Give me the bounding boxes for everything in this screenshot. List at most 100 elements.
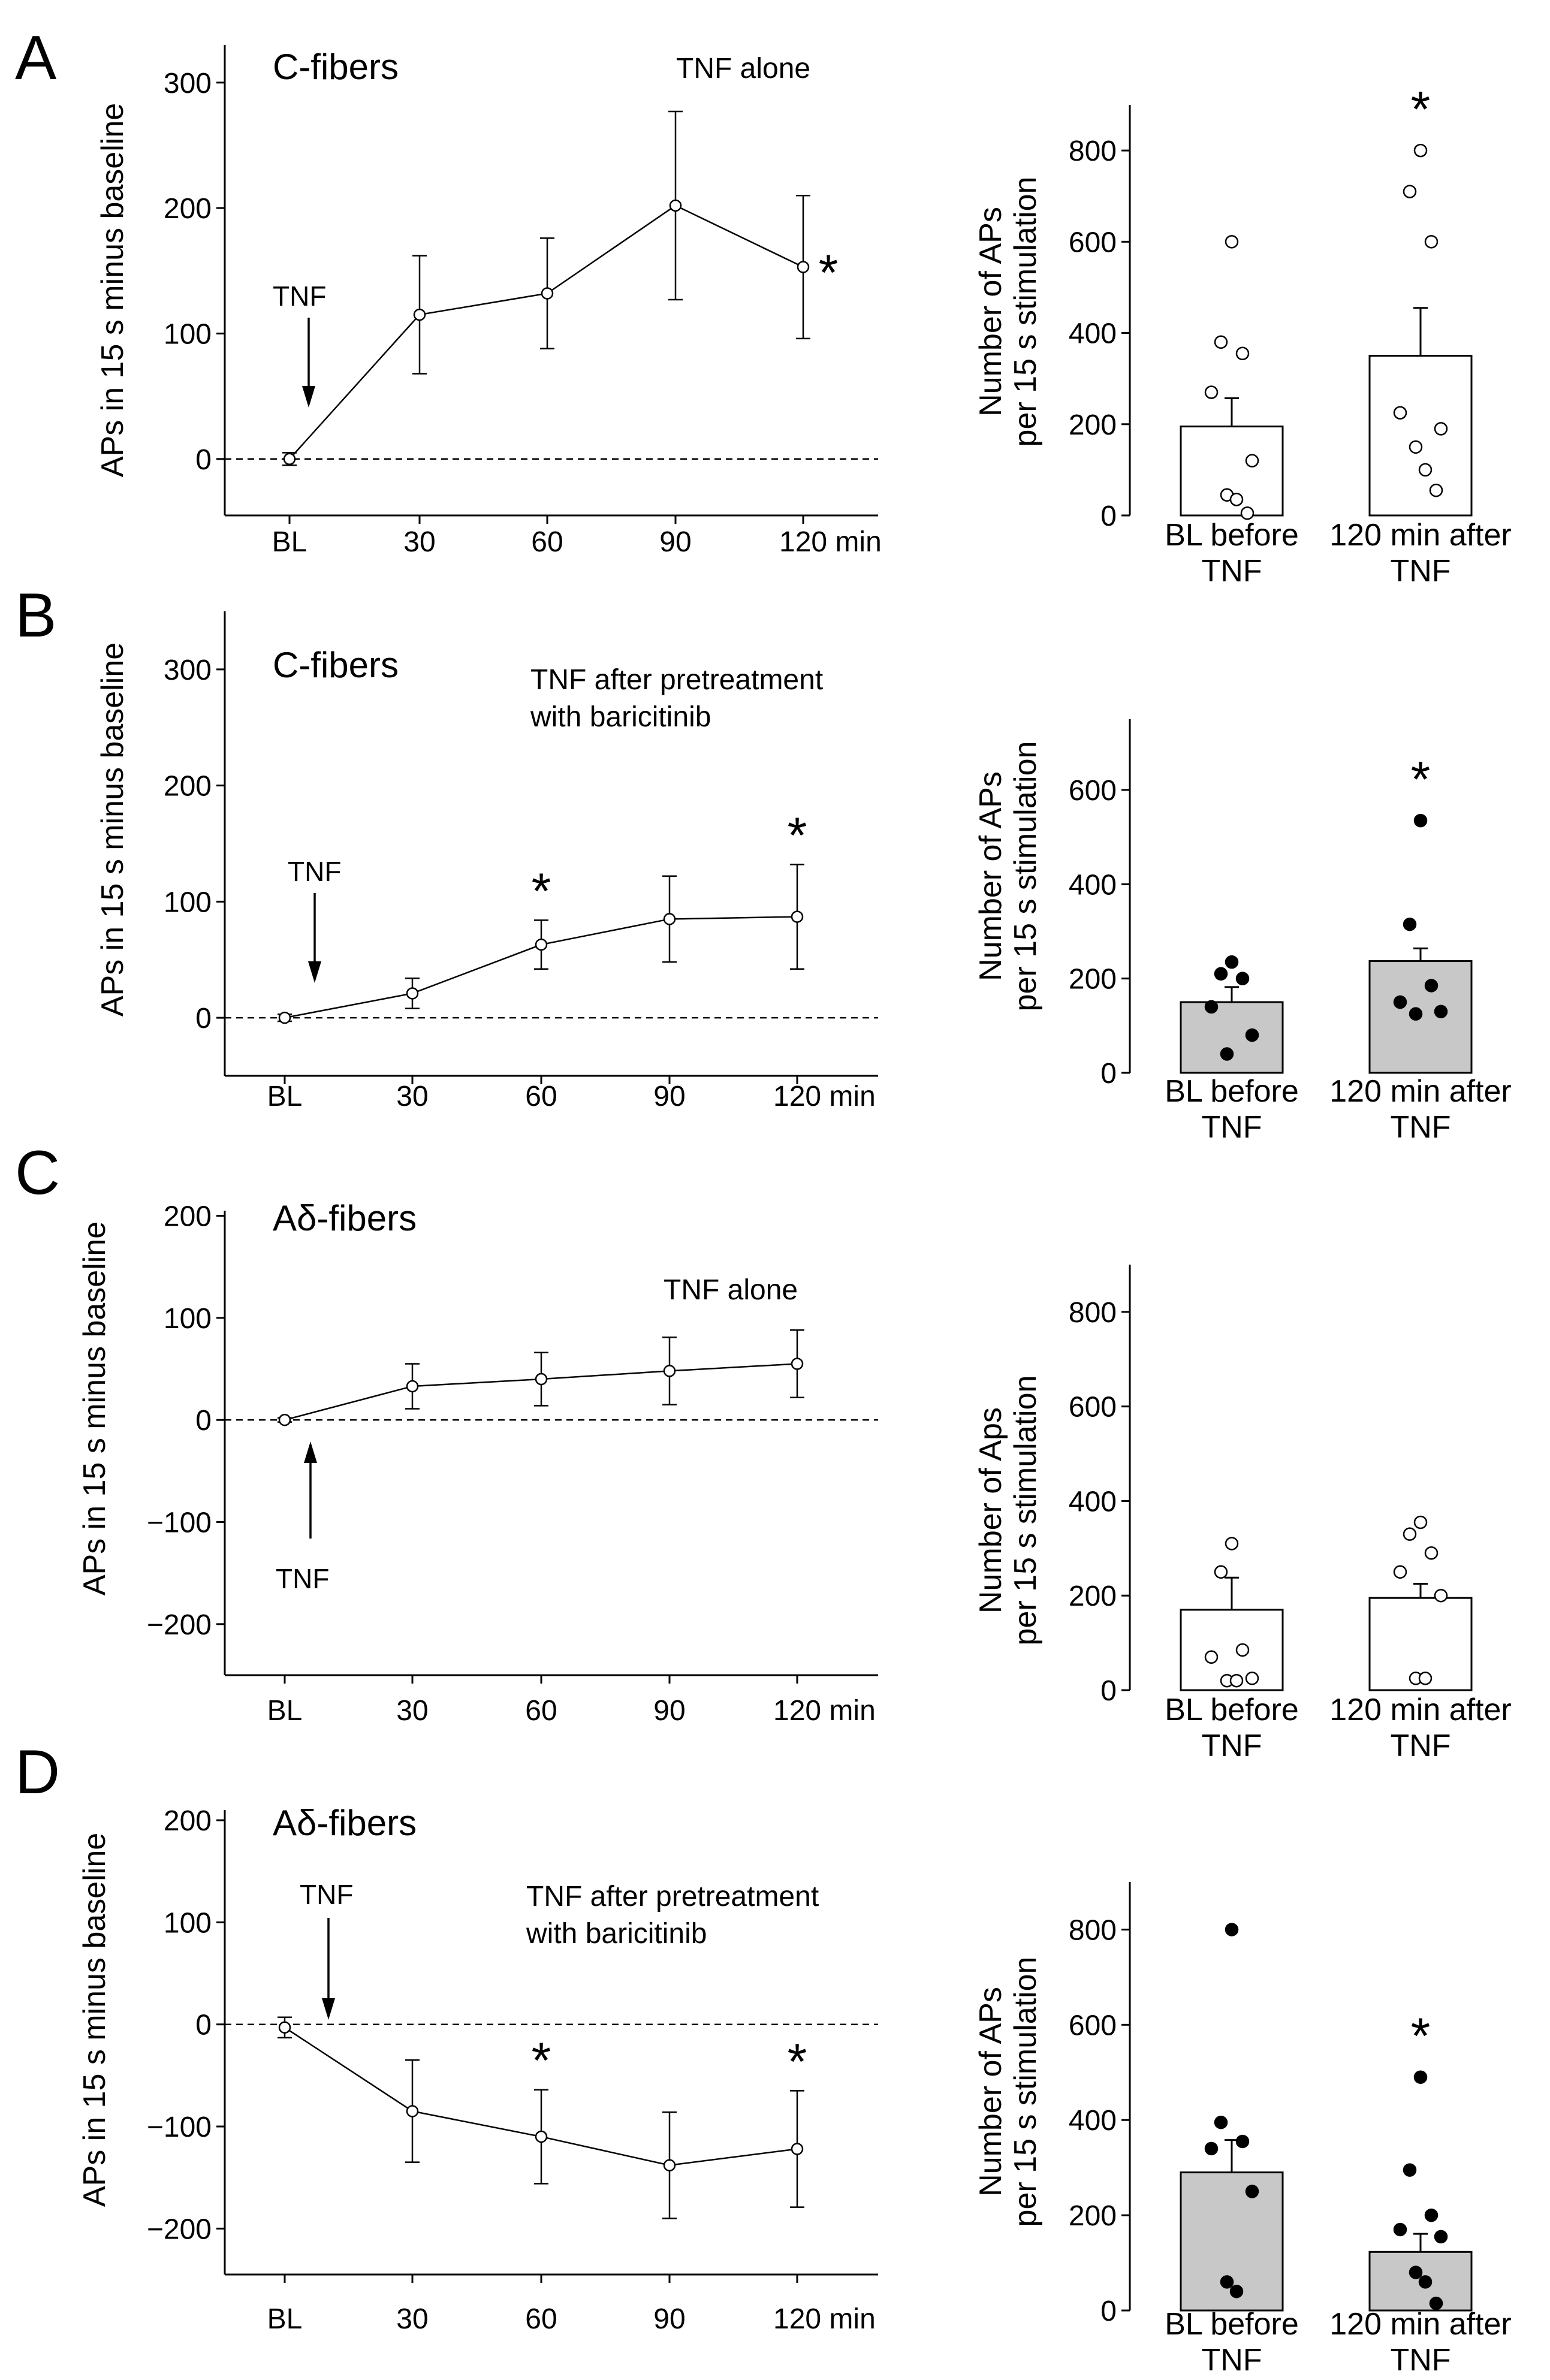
data-dot — [1429, 483, 1443, 497]
y-tick-label: 0 — [1100, 500, 1117, 532]
significance-star: * — [532, 862, 551, 919]
data-dot — [1214, 335, 1228, 349]
data-dot — [1393, 406, 1407, 420]
data-dot — [1229, 493, 1244, 506]
y-tick-label: 100 — [164, 886, 212, 918]
y-axis-label-line-1: Number of Aps — [973, 1407, 1008, 1613]
y-tick-label: 600 — [1069, 1392, 1117, 1423]
x-tick-label: 30 — [396, 2303, 428, 2335]
data-dot — [1409, 440, 1423, 454]
data-point — [406, 2105, 419, 2117]
y-axis-label: APs in 15 s minus baseline — [95, 103, 130, 477]
condition-label-line-1: TNF alone — [676, 53, 810, 85]
chart-title: Aδ-fibers — [273, 1803, 417, 1843]
x-category-label: BL before — [1165, 2307, 1299, 2342]
y-axis-label-line-2: per 15 s stimulation — [1008, 1957, 1043, 2227]
data-dot — [1424, 235, 1439, 249]
x-category-label: TNF — [1390, 554, 1451, 589]
bar — [1368, 355, 1473, 517]
data-dot — [1393, 1565, 1407, 1579]
data-dot — [1220, 1047, 1234, 1061]
data-dot — [1214, 967, 1228, 981]
y-tick-label: 0 — [1100, 1058, 1117, 1090]
y-axis-label-line-1: Number of APs — [973, 1987, 1008, 2197]
bar-chart-c: Number of Aps per 15 s stimulation 0 200 4… — [973, 1265, 1512, 1763]
data-dot — [1229, 2284, 1244, 2298]
y-axis-label: APs in 15 s minus baseline — [95, 642, 130, 1016]
panel-label-a: A — [15, 23, 57, 93]
data-dot — [1434, 1588, 1448, 1603]
y-tick-label: 200 — [164, 1805, 212, 1837]
data-point — [669, 199, 682, 212]
x-category-label: TNF — [1201, 1729, 1262, 1763]
data-dot — [1403, 185, 1417, 198]
data-dot — [1413, 143, 1428, 158]
significance-star: * — [1411, 751, 1431, 807]
series-line — [289, 204, 804, 460]
data-dot — [1418, 463, 1433, 477]
x-category-label: 120 min after — [1329, 518, 1512, 553]
x-category-label: 120 min after — [1329, 1074, 1512, 1109]
data-dot — [1409, 1007, 1423, 1021]
data-dot — [1424, 2208, 1439, 2222]
data-dot — [1413, 2070, 1428, 2084]
x-category-label: BL before — [1165, 518, 1299, 553]
data-dot — [1413, 813, 1428, 828]
x-tick-label: 30 — [396, 1081, 428, 1112]
data-dot — [1403, 1527, 1417, 1541]
y-tick-label: 0 — [1100, 1675, 1117, 1707]
y-axis-label-line-2: per 15 s stimulation — [1008, 741, 1043, 1012]
x-tick-label: 60 — [531, 526, 563, 558]
y-tick-label: 0 — [195, 2010, 212, 2041]
x-tick-label: 120 min — [773, 1081, 876, 1112]
data-point — [791, 1358, 804, 1370]
data-point — [406, 987, 419, 1000]
data-dot — [1393, 995, 1407, 1009]
data-point — [413, 308, 426, 321]
chart-title: C-fibers — [273, 645, 399, 685]
x-category-label: TNF — [1390, 1110, 1451, 1145]
significance-star: * — [819, 245, 839, 301]
data-dot — [1418, 1672, 1433, 1685]
data-dot — [1403, 2163, 1417, 2177]
x-tick-label: BL — [267, 2303, 303, 2335]
tnf-annotation: TNF — [276, 1563, 329, 1594]
data-dot — [1403, 917, 1417, 931]
x-category-label: BL before — [1165, 1074, 1299, 1109]
y-tick-label: 400 — [1069, 2105, 1117, 2137]
panel-label-c: C — [15, 1138, 60, 1208]
y-tick-label: 200 — [1069, 409, 1117, 441]
y-tick-label: −100 — [147, 1507, 212, 1539]
data-dot — [1409, 2266, 1423, 2279]
bar-chart-d: Number of APs per 15 s stimulation 0 200 4… — [973, 1882, 1512, 2378]
x-category-label: TNF — [1390, 2343, 1451, 2378]
y-tick-label: 200 — [164, 193, 212, 225]
data-dot — [1235, 2134, 1250, 2149]
data-point — [406, 1380, 419, 1393]
y-tick-label: 0 — [1100, 2295, 1117, 2327]
tnf-annotation: TNF — [273, 280, 326, 312]
condition-label-line-2: with baricitinib — [526, 1918, 707, 1950]
condition-label-line-1: TNF after pretreatment — [530, 664, 823, 696]
x-tick-label: BL — [267, 1695, 303, 1727]
data-dot — [1225, 1923, 1239, 1936]
data-dot — [1393, 2222, 1407, 2237]
x-tick-label: 60 — [525, 2303, 557, 2335]
y-tick-label: 200 — [164, 1201, 212, 1233]
data-dot — [1204, 385, 1219, 399]
data-dot — [1225, 235, 1239, 249]
x-tick-label: 120 min — [773, 2303, 876, 2335]
tnf-arrow-head — [304, 1441, 317, 1463]
y-tick-label: 800 — [1069, 1914, 1117, 1946]
x-category-label: 120 min after — [1329, 1693, 1512, 1727]
data-point — [797, 261, 810, 273]
y-tick-label: 600 — [1069, 227, 1117, 258]
y-tick-label: 100 — [164, 1303, 212, 1335]
significance-star: * — [788, 807, 807, 863]
x-category-label: TNF — [1201, 2343, 1262, 2378]
line-chart-d: APs in 15 s minus baseline Aδ-fibers TNF… — [77, 1803, 878, 2335]
data-dot — [1429, 2296, 1443, 2310]
data-dot — [1235, 1643, 1250, 1657]
bar — [1180, 1001, 1284, 1074]
